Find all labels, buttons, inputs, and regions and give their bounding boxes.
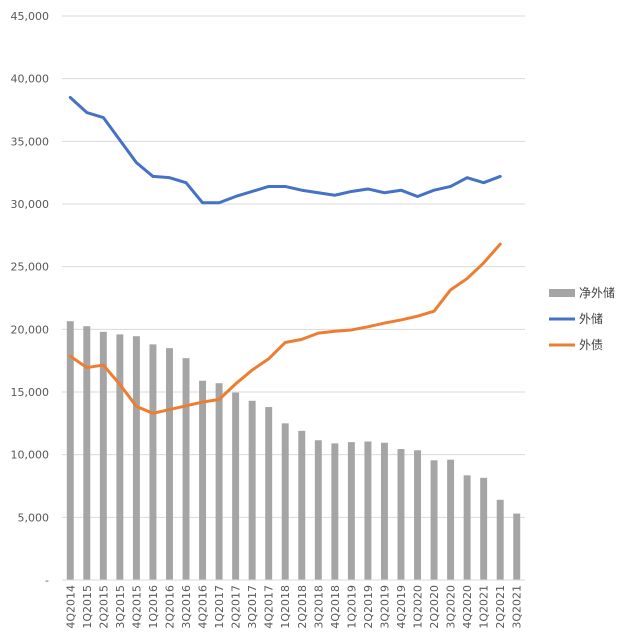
line-series: [68, 95, 502, 415]
y-tick-label: 10,000: [11, 449, 50, 462]
bar: [347, 442, 355, 580]
x-tick-label: 3Q2016: [180, 585, 193, 629]
grid-lines: [62, 15, 525, 518]
x-tick-label: 1Q2018: [279, 585, 292, 629]
y-tick-label: 45,000: [11, 10, 50, 23]
bar: [199, 380, 207, 580]
x-tick-label: 1Q2021: [478, 585, 491, 629]
y-tick-label: 15,000: [11, 386, 50, 399]
bar: [281, 423, 289, 580]
bar-series: [66, 321, 521, 580]
bar: [132, 336, 140, 580]
x-tick-label: 4Q2016: [197, 585, 210, 629]
bar: [215, 383, 223, 580]
x-tick-label: 4Q2014: [64, 585, 77, 629]
x-tick-label: 2Q2015: [97, 585, 110, 629]
bar: [364, 441, 372, 580]
y-tick-label: 35,000: [11, 135, 50, 148]
bar: [513, 513, 521, 580]
bar: [166, 348, 173, 580]
bar: [66, 321, 74, 580]
legend-label: 净外储: [579, 285, 615, 300]
x-tick-label: 2Q2020: [428, 585, 441, 629]
bar: [397, 449, 405, 580]
x-tick-label: 2Q2017: [230, 585, 243, 629]
x-tick-label: 1Q2019: [345, 585, 358, 629]
y-tick-label: 40,000: [11, 73, 50, 86]
x-tick-label: 4Q2020: [461, 585, 474, 629]
x-tick-label: 2Q2019: [362, 585, 375, 629]
bar: [314, 440, 322, 580]
bar: [496, 499, 504, 580]
bar: [265, 407, 273, 580]
bar: [182, 358, 190, 580]
y-tick-label: -: [45, 574, 49, 587]
bar: [232, 392, 240, 580]
x-tick-label: 1Q2017: [213, 585, 226, 629]
bar: [298, 430, 306, 580]
x-tick-label: 4Q2019: [395, 585, 408, 629]
x-tick-label: 3Q2021: [511, 585, 524, 629]
x-tick-label: 3Q2015: [114, 585, 127, 629]
x-axis-ticks: 4Q2014 1Q2015 2Q2015 3Q2015 4Q2015 1Q2016 2Q20…: [64, 585, 523, 629]
legend-swatch: [549, 289, 575, 297]
bar: [331, 443, 339, 580]
bar: [463, 475, 471, 580]
legend-label: 外债: [579, 338, 603, 352]
x-tick-label: 4Q2015: [130, 585, 143, 629]
y-tick-label: 25,000: [11, 261, 50, 274]
bar: [248, 400, 256, 580]
x-tick-label: 4Q2018: [329, 585, 342, 629]
y-tick-label: 30,000: [11, 198, 50, 211]
y-axis-ticks: - 5,000 10,000 15,000 20,000 25,000 30,000 35,0…: [11, 10, 50, 587]
x-tick-label: 3Q2017: [246, 585, 259, 629]
y-tick-label: 20,000: [11, 323, 50, 336]
bar: [380, 442, 388, 580]
bar: [430, 460, 438, 580]
bar: [447, 459, 455, 580]
bar: [149, 344, 157, 580]
x-tick-label: 2Q2016: [163, 585, 176, 629]
x-tick-label: 4Q2017: [263, 585, 276, 629]
x-tick-label: 1Q2015: [81, 585, 94, 629]
bar: [480, 477, 488, 580]
bar: [116, 334, 124, 580]
x-tick-label: 1Q2016: [147, 585, 160, 629]
x-tick-label: 3Q2020: [445, 585, 458, 629]
series-line: [68, 242, 502, 415]
x-tick-label: 3Q2019: [378, 585, 391, 629]
bar: [99, 331, 107, 580]
bar: [83, 326, 91, 580]
x-tick-label: 3Q2018: [312, 585, 325, 629]
x-tick-label: 2Q2021: [494, 585, 507, 629]
legend-label: 外储: [579, 311, 603, 326]
x-tick-label: 2Q2018: [296, 585, 309, 629]
y-tick-label: 5,000: [18, 511, 50, 524]
bar: [414, 450, 421, 580]
x-tick-label: 1Q2020: [412, 585, 425, 629]
series-line: [68, 95, 502, 205]
